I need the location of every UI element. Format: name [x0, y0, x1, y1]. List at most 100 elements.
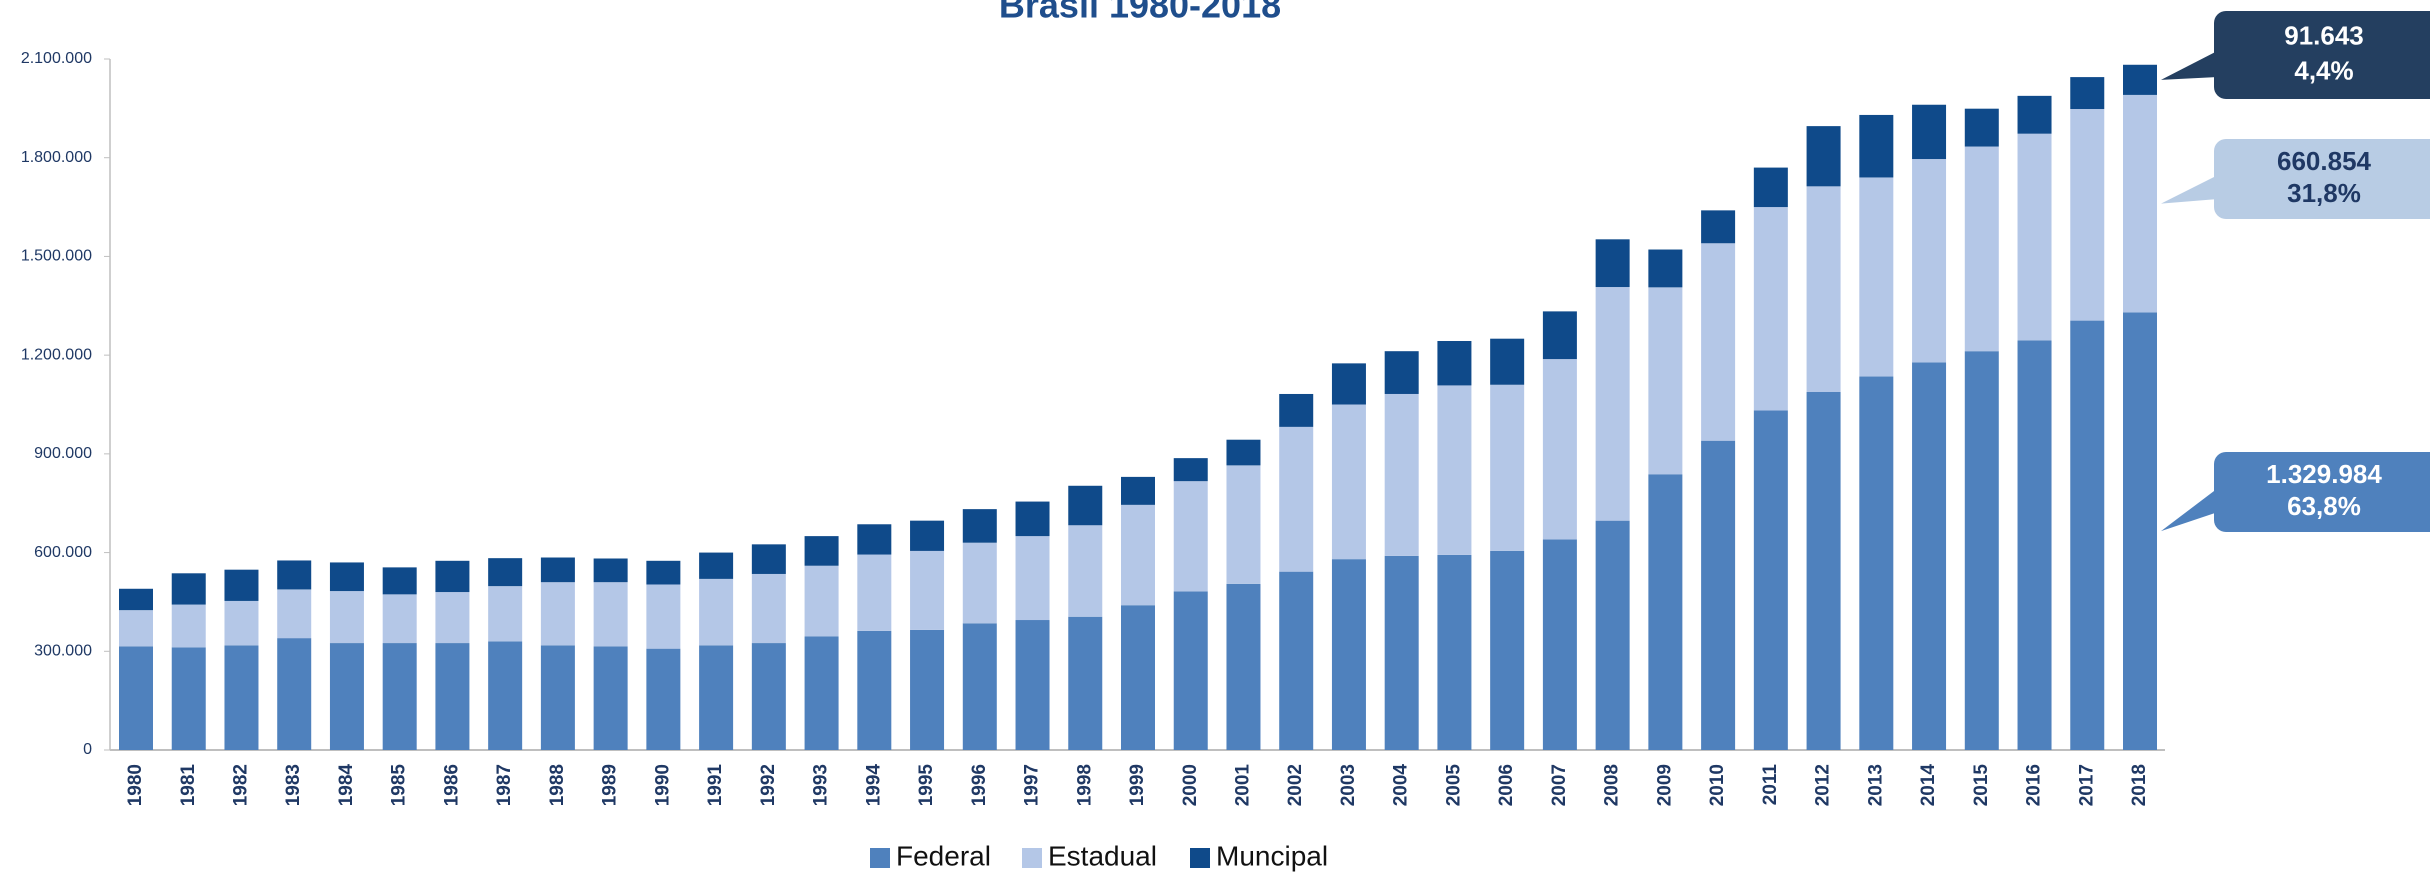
bar-segment [857, 554, 892, 631]
x-tick-label: 2002 [1285, 764, 1306, 806]
bar-segment [1912, 104, 1947, 160]
bar-segment [224, 645, 259, 750]
bar-segment [1595, 239, 1630, 288]
bar-segment [277, 589, 312, 639]
legend-swatch [1022, 848, 1042, 868]
bar-segment [699, 552, 734, 579]
bar-segment [1806, 391, 1841, 750]
bar-segment [329, 591, 364, 644]
bar-segment [1068, 616, 1103, 750]
y-tick-label: 600.000 [34, 544, 92, 561]
bar-segment [382, 567, 417, 595]
x-tick-label: 1997 [1022, 764, 1043, 806]
bar-segment [435, 560, 470, 593]
bar-segment [1068, 485, 1103, 526]
bar-segment [382, 594, 417, 644]
x-tick-label: 2005 [1443, 764, 1464, 807]
bar-segment [2017, 340, 2052, 750]
bar-segment [277, 638, 312, 750]
bar-segment [1753, 167, 1788, 208]
bar-segment [1384, 555, 1419, 750]
x-tick-label: 1985 [389, 764, 410, 807]
bar-segment [1173, 481, 1208, 592]
bar-segment [857, 630, 892, 750]
x-tick-label: 2004 [1391, 764, 1412, 807]
legend-label: Federal [896, 840, 991, 871]
callout-pointer [2161, 175, 2218, 204]
bar-segment [488, 641, 523, 750]
bar-segment [1015, 620, 1050, 750]
bar-segment [329, 562, 364, 592]
bar-segment [382, 643, 417, 750]
callout-box [2214, 139, 2430, 219]
bar-segment [1964, 108, 1999, 147]
bar-segment [1595, 287, 1630, 521]
bar-segment [2017, 95, 2052, 134]
y-tick-label: 1.500.000 [21, 248, 92, 265]
bar-segment [804, 536, 839, 566]
bar-segment [1542, 539, 1577, 750]
bar-segment [751, 544, 786, 574]
bar-segment [646, 560, 681, 585]
bar-segment [1701, 440, 1736, 750]
x-tick-label: 1998 [1074, 764, 1095, 806]
bar-segment [857, 524, 892, 555]
bar-segment [1542, 311, 1577, 360]
bar-segment [699, 578, 734, 646]
bar-segment [119, 588, 153, 611]
legend-swatch [1190, 848, 1210, 868]
bar-segment [1648, 249, 1683, 288]
bar-segment [1437, 340, 1472, 386]
bar-segment [962, 509, 997, 543]
bar-segment [1331, 559, 1366, 750]
bar-segment [1068, 525, 1103, 617]
bar-segment [1226, 439, 1261, 466]
bar-segment [1121, 605, 1155, 750]
bar-segment [646, 648, 681, 750]
callout-box [2214, 11, 2430, 99]
x-tick-label: 2007 [1549, 764, 1570, 806]
bar-segment [910, 629, 945, 750]
bar-segment [751, 643, 786, 750]
y-tick-label: 300.000 [34, 643, 92, 660]
bar-segment [488, 558, 523, 587]
x-tick-label: 2014 [1918, 764, 1939, 807]
bar-segment [435, 643, 470, 750]
bar-segment [593, 646, 628, 750]
bar-segment [1490, 338, 1525, 385]
bar-segment [1173, 458, 1208, 482]
x-tick-label: 1987 [494, 764, 515, 806]
bar-segment [1331, 363, 1366, 405]
x-tick-label: 2012 [1813, 764, 1834, 806]
x-tick-label: 2015 [1971, 764, 1992, 807]
x-tick-label: 2009 [1654, 764, 1675, 806]
y-tick-label: 1.200.000 [21, 346, 92, 363]
bar-segment [1437, 385, 1472, 555]
bar-segment [1701, 243, 1736, 441]
bar-segment [2017, 133, 2052, 341]
bar-segment [804, 565, 839, 637]
bar-segment [1859, 376, 1894, 750]
bar-segment [1173, 591, 1208, 750]
x-tick-label: 1993 [811, 764, 832, 806]
bar-segment [1226, 465, 1261, 584]
x-tick-label: 2017 [2076, 764, 2097, 806]
chart-title: Brasil 1980-2018 [999, 0, 1281, 26]
bar-segment [1279, 426, 1314, 572]
bar-segment [804, 636, 839, 750]
x-tick-label: 2011 [1760, 764, 1781, 806]
bar-segment [1121, 476, 1155, 505]
bar-segment [2123, 64, 2157, 95]
bar-segment [1753, 207, 1788, 411]
x-tick-label: 1994 [863, 764, 884, 807]
bar-segment [1701, 210, 1736, 244]
bar-segment [1912, 362, 1947, 750]
bar-segment [1859, 177, 1894, 377]
bar-segment [1806, 186, 1841, 392]
bar-segment [171, 647, 206, 750]
bar-segment [435, 592, 470, 644]
y-tick-label: 1.800.000 [21, 149, 92, 166]
bar-segment [910, 550, 945, 630]
bar-segment [646, 584, 681, 649]
